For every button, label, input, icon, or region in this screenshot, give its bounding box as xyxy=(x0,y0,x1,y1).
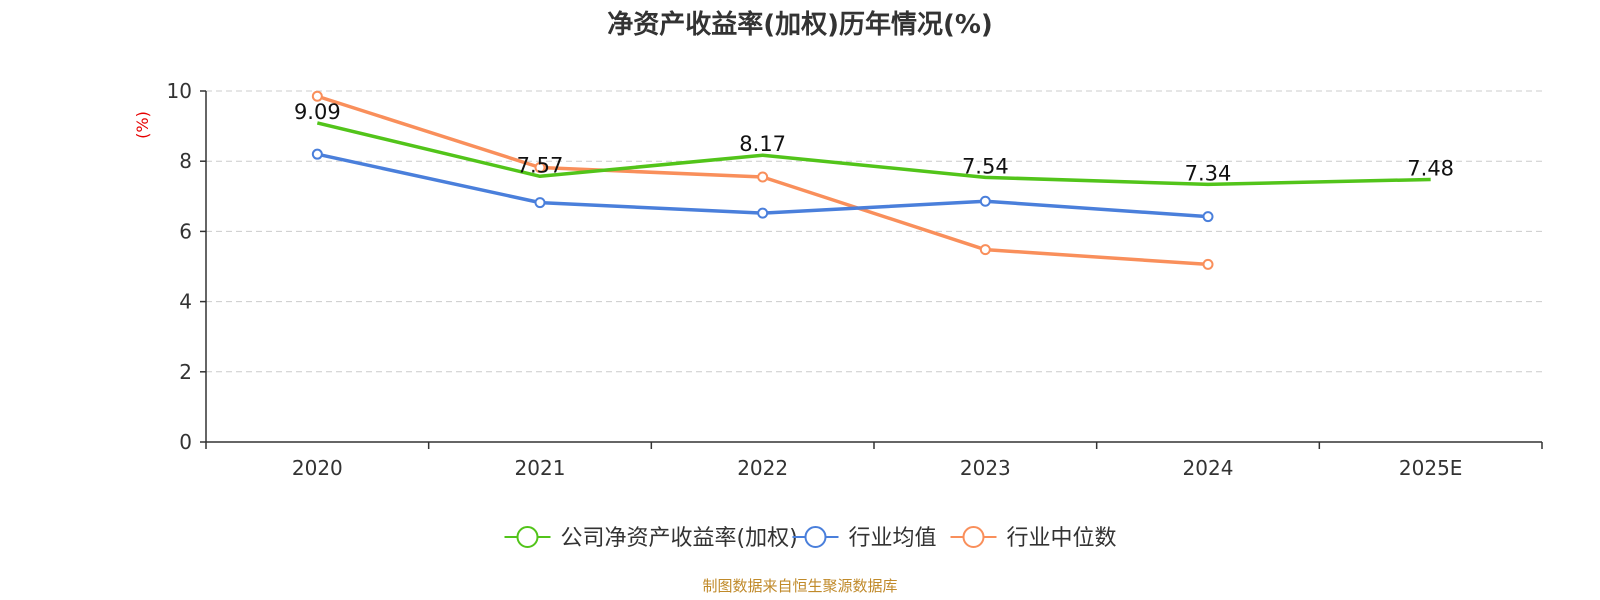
y-tick-label-8: 8 xyxy=(179,149,192,173)
y-tick-label-2: 2 xyxy=(179,360,192,384)
legend-label-2: 行业中位数 xyxy=(1007,526,1117,551)
series-1-point-2021 xyxy=(534,197,546,209)
series-2-point-2023 xyxy=(979,244,991,256)
series-line-1 xyxy=(316,152,1209,219)
series-line-0 xyxy=(316,121,1431,187)
x-tick-label-2023: 2023 xyxy=(960,456,1011,480)
data-label-2024: 7.34 xyxy=(1185,161,1232,185)
x-tick-label-2024: 2024 xyxy=(1183,456,1234,480)
legend-marker-0 xyxy=(516,526,539,548)
legend-label-1: 行业均值 xyxy=(849,526,937,551)
legend-marker-1 xyxy=(804,526,827,548)
series-lines xyxy=(311,90,1431,270)
x-tick-label-2025E: 2025E xyxy=(1399,456,1463,480)
x-tick-label-2021: 2021 xyxy=(515,456,566,480)
data-labels: 9.09 7.57 8.17 7.54 7.34 7.48 xyxy=(294,100,1454,185)
x-tick-label-2022: 2022 xyxy=(737,456,788,480)
chart-title: 净资产收益率(加权)历年情况(%) xyxy=(607,9,993,40)
y-tick-label-10: 10 xyxy=(167,79,192,103)
legend: 公司净资产收益率(加权) 行业均值 行业中位数 xyxy=(504,526,1117,551)
y-tick-label-4: 4 xyxy=(179,290,192,314)
series-1-point-2023 xyxy=(979,195,991,207)
data-label-2020: 9.09 xyxy=(294,100,341,124)
series-2-point-2024 xyxy=(1202,258,1214,270)
y-tick-label-6: 6 xyxy=(179,219,192,243)
series-1-point-2022 xyxy=(757,207,769,219)
legend-marker-2 xyxy=(962,526,985,548)
y-tick-label-0: 0 xyxy=(179,430,192,454)
series-2-point-2020 xyxy=(311,90,323,102)
x-tick-label-2020: 2020 xyxy=(292,456,343,480)
data-label-2023: 7.54 xyxy=(962,154,1009,178)
data-label-2021: 7.57 xyxy=(517,153,564,177)
series-1-point-2020 xyxy=(311,148,323,160)
data-label-2022: 8.17 xyxy=(739,132,786,156)
data-label-2025E: 7.48 xyxy=(1407,156,1454,180)
source-note: 制图数据来自恒生聚源数据库 xyxy=(702,577,897,595)
grid-lines xyxy=(206,90,1542,373)
y-axis-unit: (%) xyxy=(133,111,152,139)
series-2-point-2022 xyxy=(757,171,769,183)
legend-label-0: 公司净资产收益率(加权) xyxy=(561,526,798,551)
series-1-point-2024 xyxy=(1202,211,1214,223)
axes: 0 2 4 6 8 10 2020 2021 2022 2023 2024 2025E xyxy=(167,79,1543,480)
series-2-point-2021 xyxy=(534,162,546,174)
